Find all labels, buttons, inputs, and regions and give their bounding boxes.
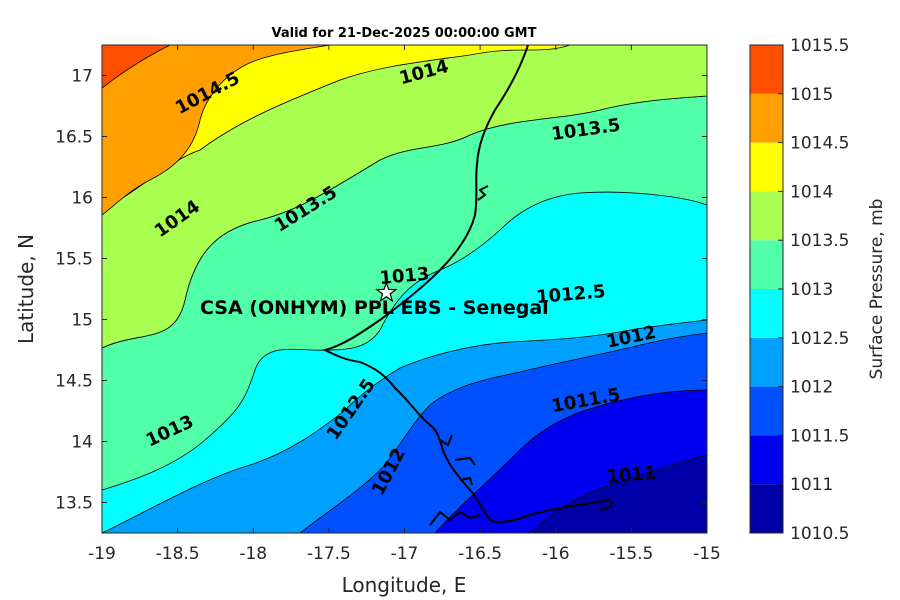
x-tick-label: -16.5 [458, 544, 502, 564]
y-tick-label: 16 [71, 189, 93, 209]
x-tick-label: -19 [88, 544, 116, 564]
x-tick-label: -18 [239, 544, 267, 564]
colorbar-tick-label: 1015 [790, 85, 833, 105]
colorbar-tick-label: 1011 [790, 475, 833, 495]
x-tick-label: -16 [542, 544, 570, 564]
y-axis: 13.5 14 14.5 15 15.5 16 16.5 17 [55, 67, 707, 514]
colorbar-swatch [750, 289, 783, 338]
colorbar-tick-label: 1014.5 [790, 134, 849, 154]
y-tick-label: 15.5 [55, 250, 93, 270]
y-tick-label: 14 [71, 433, 93, 453]
colorbar-tick-label: 1014 [790, 182, 833, 202]
band-1015 [102, 45, 171, 89]
colorbar-swatch [750, 386, 783, 436]
x-tick-label: -15.5 [609, 544, 653, 564]
band-1010.5 [529, 454, 707, 533]
colorbar-tick-label: 1011.5 [790, 426, 849, 446]
colorbar-swatch [750, 484, 783, 533]
colorbar-tick-label: 1013.5 [790, 231, 849, 251]
x-tick-label: -17.5 [307, 544, 351, 564]
colorbar-swatch [750, 45, 783, 94]
y-tick-label: 15 [71, 311, 93, 331]
site-marker [375, 280, 398, 303]
x-tick-label: -18.5 [156, 544, 200, 564]
y-tick-label: 14.5 [55, 372, 93, 392]
colorbar-tick-label: 1015.5 [790, 36, 849, 56]
colorbar-swatch [750, 191, 783, 241]
colorbar-swatch [750, 435, 783, 485]
contour-fill [102, 45, 707, 533]
colorbar-tick-label: 1012.5 [790, 329, 849, 349]
contour-label: 1011 [605, 463, 657, 488]
colorbar-swatch [750, 142, 783, 192]
x-tick-label: -17 [391, 544, 419, 564]
y-tick-label: 17 [71, 67, 93, 87]
y-axis-label: Latitude, N [14, 234, 38, 344]
x-tick-label: -15 [693, 544, 721, 564]
site-star [375, 280, 398, 303]
colorbar-swatch [750, 93, 783, 143]
x-axis-label: Longitude, E [342, 573, 467, 597]
y-tick-label: 16.5 [55, 128, 93, 148]
y-tick-label: 13.5 [55, 494, 93, 514]
colorbar-swatch [750, 337, 783, 387]
colorbar-label: Surface Pressure, mb [867, 199, 887, 380]
chart-title: Valid for 21-Dec-2025 00:00:00 GMT [272, 26, 537, 41]
colorbar-tick-label: 1013 [790, 280, 833, 300]
site-label: CSA (ONHYM) PPL EBS - Senegal [200, 297, 549, 319]
colorbar-swatch [750, 240, 783, 289]
colorbar: 1010.5 1011 1011.5 1012 1012.5 1013 1013.5 1014… [749, 36, 849, 544]
colorbar-tick-label: 1010.5 [790, 524, 849, 544]
colorbar-tick-label: 1012 [790, 378, 833, 398]
coastline [322, 45, 613, 526]
x-axis: -19 -18.5 -18 -17.5 -17 -16.5 -16 -15.5 -15 [88, 45, 721, 564]
